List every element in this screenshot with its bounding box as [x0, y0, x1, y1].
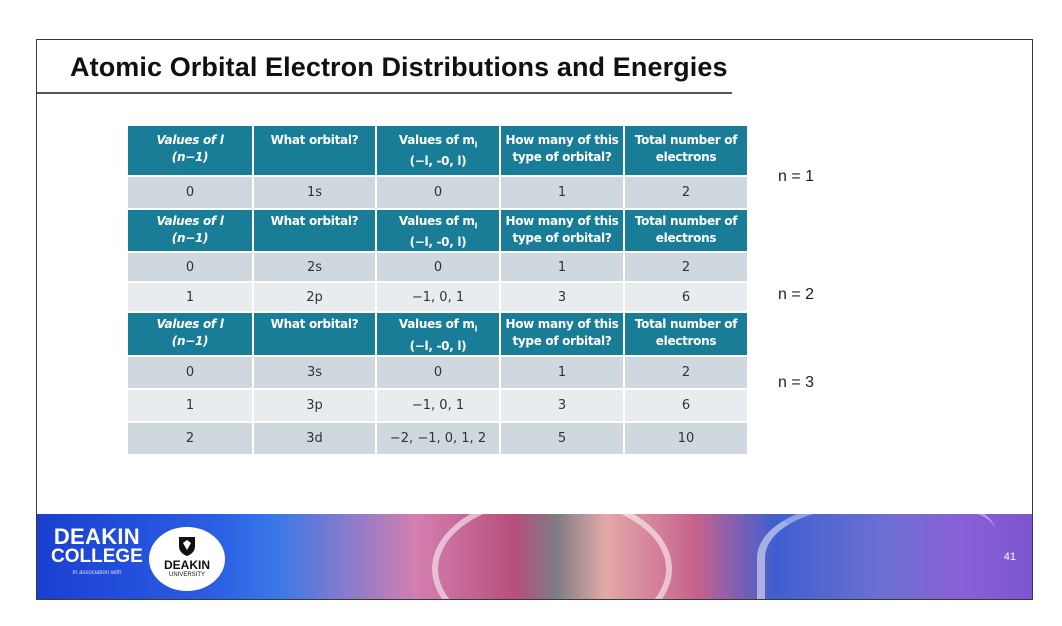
header-cell-electrons: Total number of electrons [624, 126, 747, 177]
glassware-image [757, 514, 995, 599]
header-cell-ml: Values of ml (−l, -0, l) [376, 209, 501, 254]
cell-orbital: 2p [253, 282, 377, 314]
header-cell-l: Values of l (n−1) [128, 209, 254, 254]
cell-ml: 0 [376, 355, 501, 390]
cell-count: 1 [500, 252, 625, 284]
header-cell-l: Values of l (n−1) [128, 312, 254, 357]
header-cell-ml: Values of ml (−l, -0, l) [376, 312, 501, 357]
page-number: 41 [1003, 551, 1016, 563]
table-header-row: Values of l (n−1) What orbital? Values of… [128, 126, 747, 177]
title-underline [37, 92, 732, 94]
cell-electrons: 2 [624, 176, 747, 210]
cell-electrons: 6 [624, 282, 747, 314]
cell-electrons: 10 [624, 421, 747, 456]
cell-l: 0 [128, 176, 254, 210]
header-cell-orbital: What orbital? [253, 209, 377, 254]
slide-title: Atomic Orbital Electron Distributions an… [70, 52, 728, 82]
header-cell-electrons: Total number of electrons [624, 312, 747, 357]
table-row: 2 3d −2, −1, 0, 1, 2 5 10 [128, 421, 747, 456]
table-row: 0 3s 0 1 2 [128, 355, 747, 390]
cell-ml: −1, 0, 1 [376, 388, 501, 423]
table-row: 1 2p −1, 0, 1 3 6 [128, 282, 747, 314]
cell-ml: −1, 0, 1 [376, 282, 501, 314]
cell-orbital: 1s [253, 176, 377, 210]
cell-l: 0 [128, 355, 254, 390]
cell-orbital: 3p [253, 388, 377, 423]
header-cell-orbital: What orbital? [253, 126, 377, 177]
header-cell-count: How many of this type of orbital? [500, 126, 625, 177]
cell-orbital: 2s [253, 252, 377, 284]
table-header-row: Values of l (n−1) What orbital? Values of… [128, 209, 747, 254]
header-cell-l: Values of l (n−1) [128, 126, 254, 177]
table-row: 0 1s 0 1 2 [128, 176, 747, 210]
header-cell-count: How many of this type of orbital? [500, 312, 625, 357]
n2-label: n = 2 [778, 286, 815, 303]
table-row: 1 3p −1, 0, 1 3 6 [128, 388, 747, 423]
n1-label: n = 1 [778, 168, 815, 185]
cell-electrons: 2 [624, 355, 747, 390]
cell-count: 3 [500, 388, 625, 423]
cell-electrons: 6 [624, 388, 747, 423]
shield-icon [179, 537, 195, 556]
cell-l: 1 [128, 282, 254, 314]
cell-count: 1 [500, 176, 625, 210]
cell-l: 1 [128, 388, 254, 423]
cell-electrons: 2 [624, 252, 747, 284]
deakin-college-logo: DEAKIN COLLEGE In association with [51, 524, 143, 577]
cell-l: 0 [128, 252, 254, 284]
cell-orbital: 3d [253, 421, 377, 456]
cell-orbital: 3s [253, 355, 377, 390]
table-header-row: Values of l (n−1) What orbital? Values of… [128, 312, 747, 357]
header-cell-electrons: Total number of electrons [624, 209, 747, 254]
cell-l: 2 [128, 421, 254, 456]
cell-count: 5 [500, 421, 625, 456]
header-cell-orbital: What orbital? [253, 312, 377, 357]
n3-label: n = 3 [778, 374, 815, 391]
header-cell-count: How many of this type of orbital? [500, 209, 625, 254]
table-row: 0 2s 0 1 2 [128, 252, 747, 284]
beaker-image [432, 514, 672, 599]
cell-count: 3 [500, 282, 625, 314]
footer-banner: DEAKIN COLLEGE In association with DEAKI… [37, 514, 1032, 599]
header-cell-ml: Values of ml (−l, -0, l) [376, 126, 501, 177]
cell-ml: 0 [376, 252, 501, 284]
slide: Atomic Orbital Electron Distributions an… [36, 39, 1033, 600]
orbital-table: Values of l (n−1) What orbital? Values of… [128, 126, 747, 456]
deakin-university-logo: DEAKIN UNIVERSITY [149, 527, 225, 591]
cell-ml: 0 [376, 176, 501, 210]
cell-ml: −2, −1, 0, 1, 2 [376, 421, 501, 456]
cell-count: 1 [500, 355, 625, 390]
